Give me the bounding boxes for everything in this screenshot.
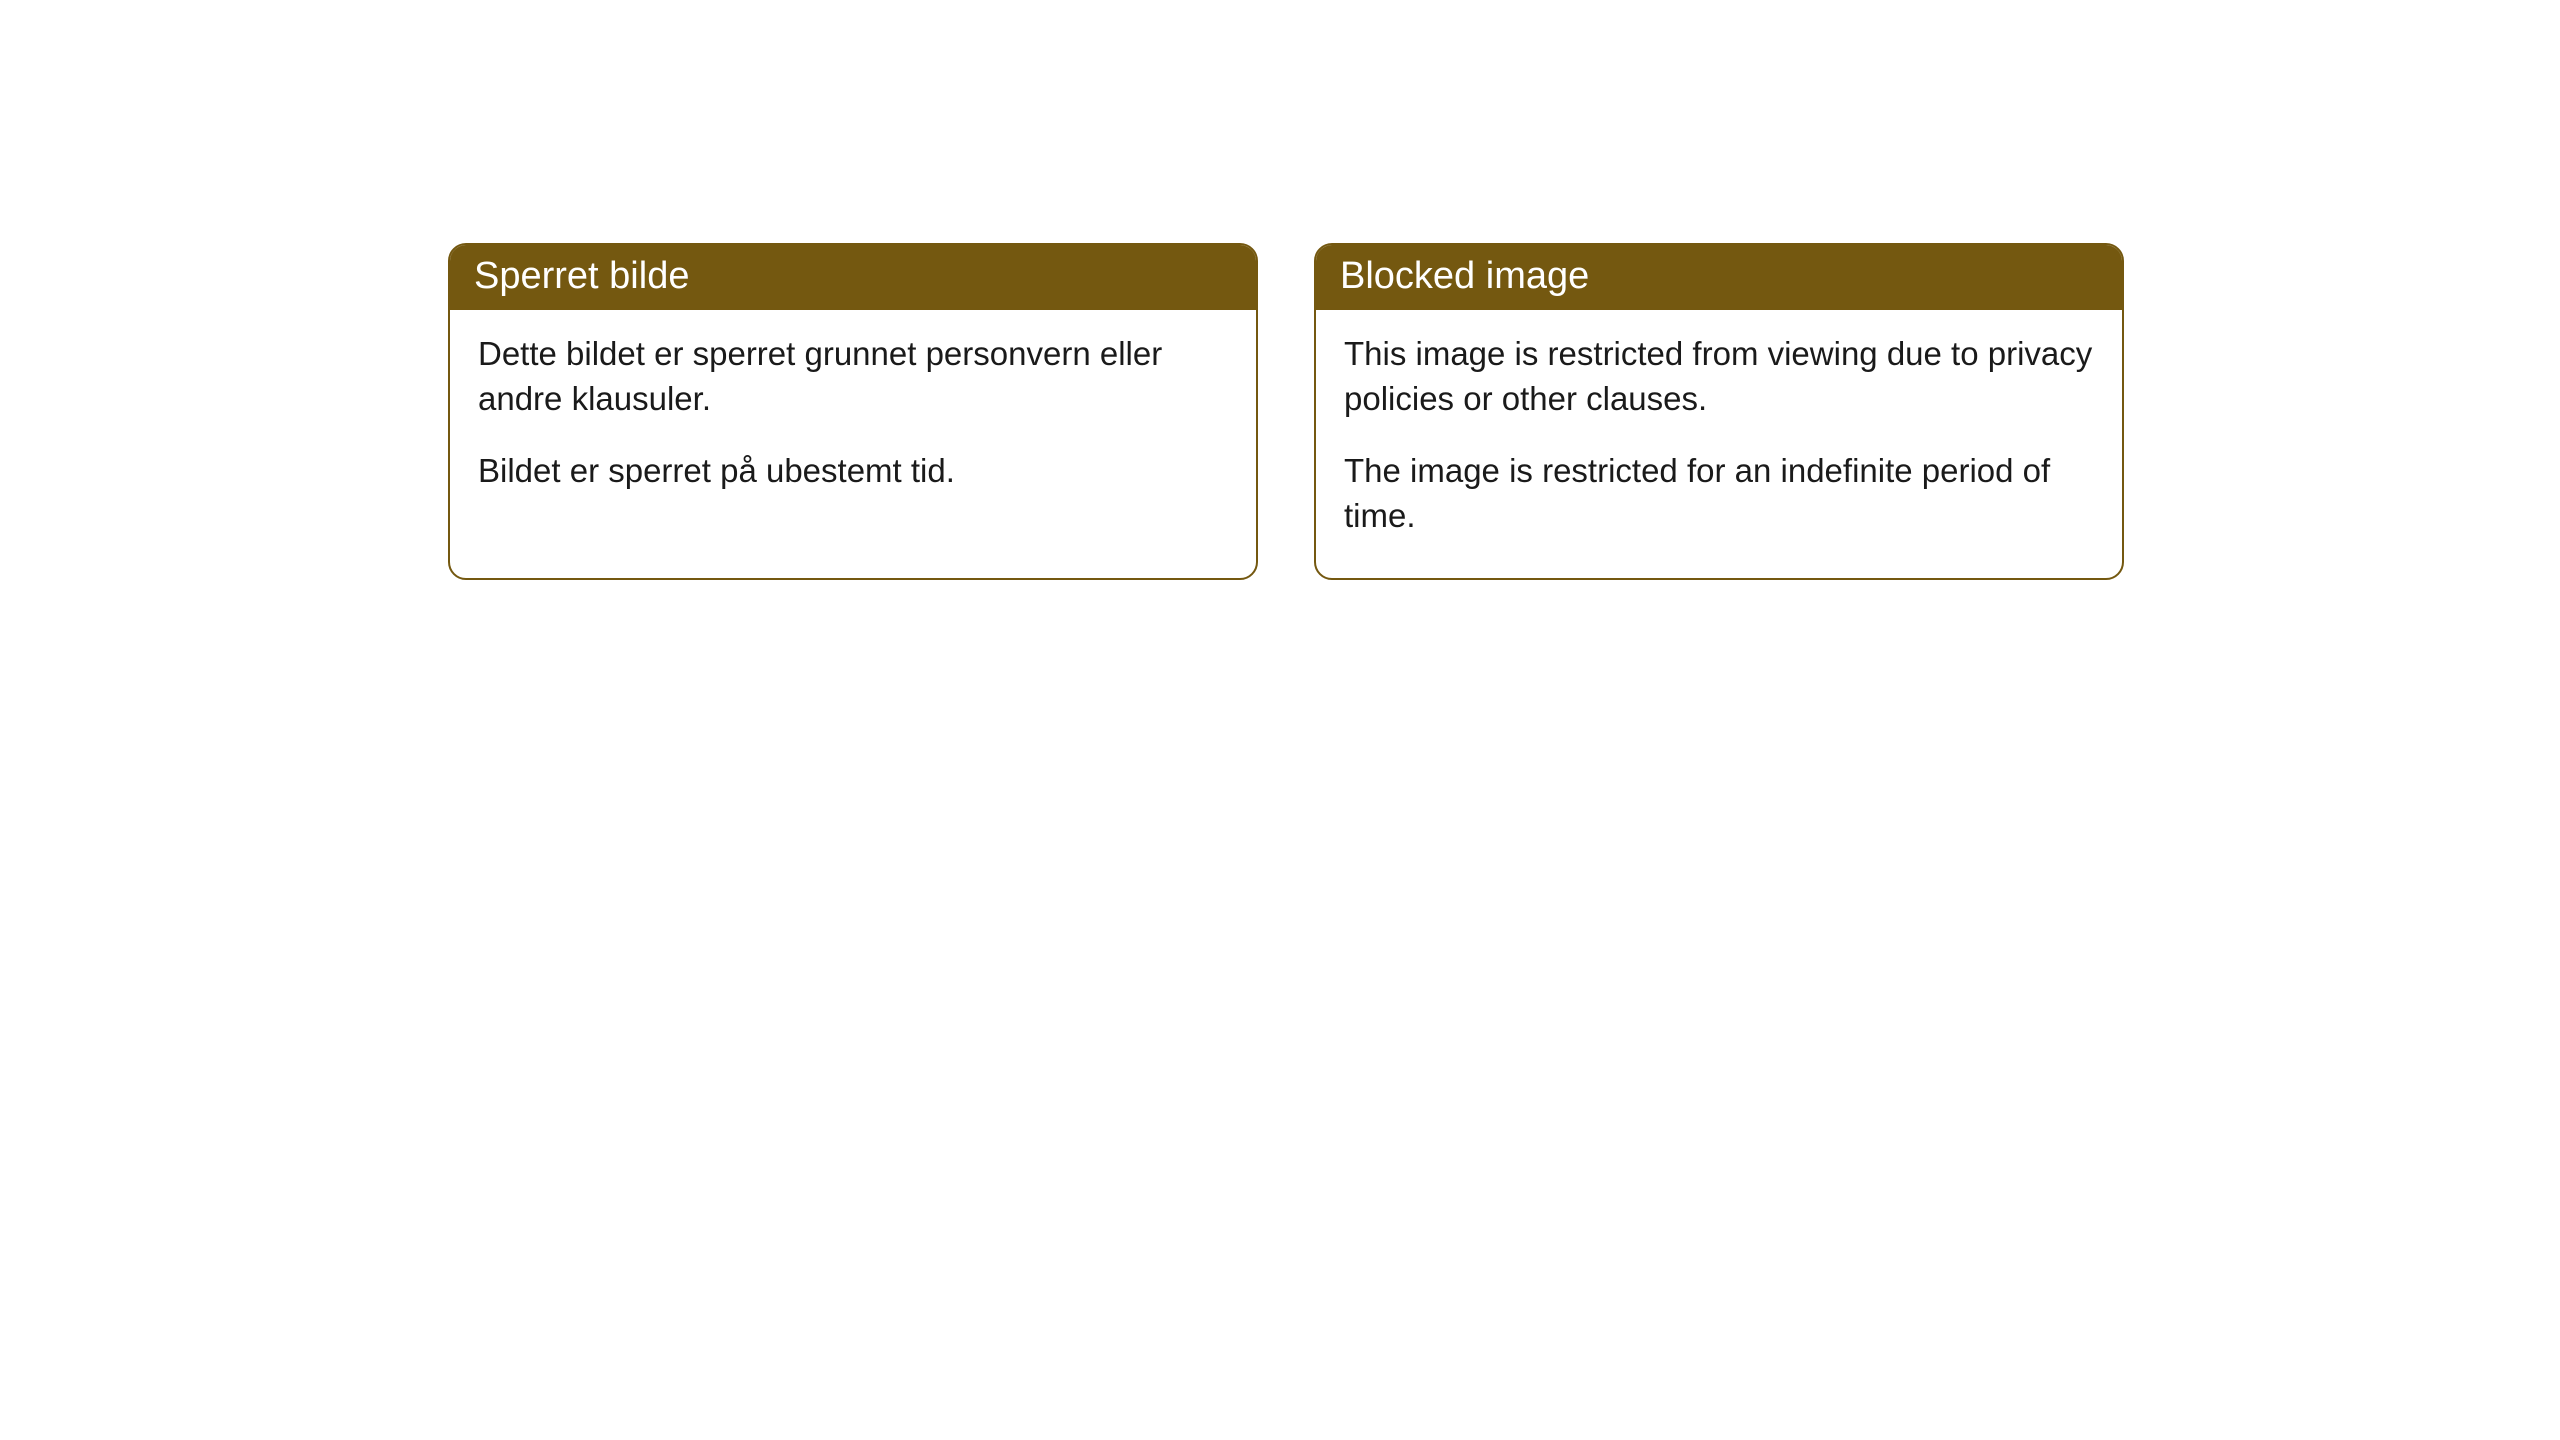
card-paragraph-en-1: This image is restricted from viewing du… — [1344, 332, 2094, 421]
card-paragraph-no-1: Dette bildet er sperret grunnet personve… — [478, 332, 1228, 421]
card-paragraph-no-2: Bildet er sperret på ubestemt tid. — [478, 449, 1228, 494]
card-paragraph-en-2: The image is restricted for an indefinit… — [1344, 449, 2094, 538]
card-title-no: Sperret bilde — [450, 245, 1256, 310]
card-body-en: This image is restricted from viewing du… — [1316, 310, 2122, 578]
card-body-no: Dette bildet er sperret grunnet personve… — [450, 310, 1256, 534]
notice-cards-container: Sperret bilde Dette bildet er sperret gr… — [0, 0, 2560, 580]
blocked-image-card-no: Sperret bilde Dette bildet er sperret gr… — [448, 243, 1258, 580]
card-title-en: Blocked image — [1316, 245, 2122, 310]
blocked-image-card-en: Blocked image This image is restricted f… — [1314, 243, 2124, 580]
